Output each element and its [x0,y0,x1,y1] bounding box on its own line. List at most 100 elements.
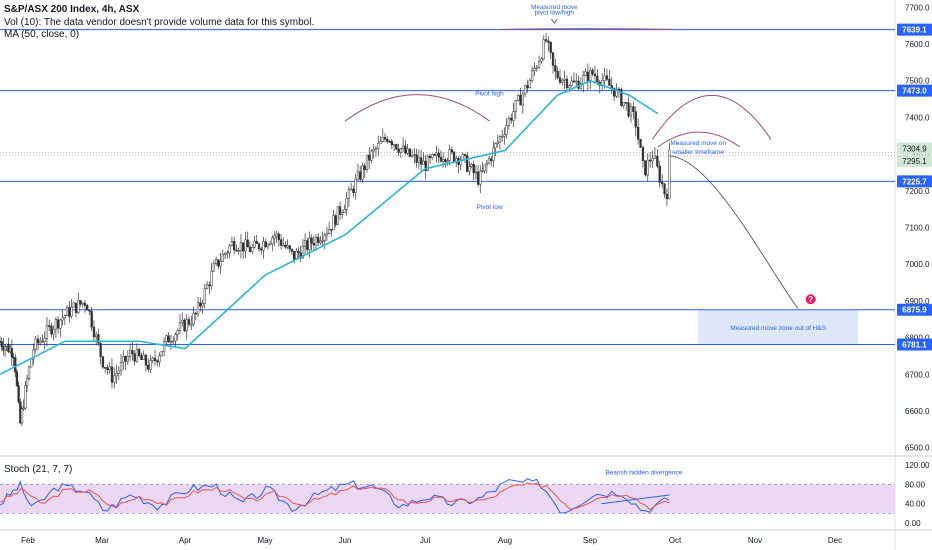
pattern-arc [344,94,490,122]
candle-body [158,355,161,363]
candle-body [257,243,261,250]
candle-body [83,302,87,306]
candle-body [277,233,281,240]
chart-annotation: smaller timeframe [672,149,724,156]
candle-body [172,340,175,343]
candle-body [533,68,536,72]
level-price-label: 7225.7 [902,177,927,186]
candle-body [627,102,630,117]
y-tick-label: 6700.0 [905,370,930,379]
candle-body [196,302,200,315]
candle-body [61,317,64,321]
candle-body [275,233,278,237]
candle-body [135,349,139,362]
candle-body [279,239,283,246]
annotation-arrow-icon [550,18,558,24]
candle-body [605,75,609,80]
candle-body [401,145,405,149]
candle-body [625,102,628,104]
current-price-tag [897,154,932,167]
candle-body [512,111,515,121]
candle-body [608,79,611,86]
stoch-y-tick-label: 80.00 [905,480,926,489]
candle-body [230,241,234,247]
stoch-y-tick-label: 0.00 [905,519,921,528]
divergence-line [601,494,670,505]
question-marker-glyph: ? [808,295,813,304]
candle-body [441,159,445,162]
candle-body [463,154,467,156]
candle-body [658,165,661,183]
stoch-y-tick-label: 40.00 [905,500,926,509]
candle-body [620,89,623,106]
candle-body [651,158,654,162]
candle-body [591,69,594,75]
y-tick-label: 6500.0 [905,444,930,453]
zone-label: Measured move zone out of H&S [730,325,826,332]
level-price-label: 6875.9 [902,306,927,315]
candle-body [500,136,504,138]
candle-body [153,357,157,361]
candle-body [579,83,583,89]
candle-body [301,245,305,259]
current-price-tag [897,142,932,155]
candle-body [271,237,274,245]
candle-body [466,155,469,172]
candle-body [214,259,218,264]
moving-average-line [0,79,659,375]
candle-body [106,367,109,371]
x-tick-label: Oct [669,536,682,545]
chart-symbol-title: S&P/ASX 200 Index, 4h, ASX [4,4,140,15]
candle-body [293,251,296,260]
candle-body [487,158,491,164]
candle-body [622,102,625,106]
candle-body [379,141,382,144]
candle-body [363,165,366,170]
candle-body [426,156,429,171]
candle-body [596,75,599,83]
candle-body [201,303,204,307]
candle-body [246,239,249,248]
candle-body [235,249,238,252]
candle-body [30,358,33,368]
candle-body [336,206,340,225]
candle-body [22,407,25,410]
candle-body [174,334,177,342]
level-price-label: 7473.0 [902,87,927,96]
candle-body [668,149,671,200]
candle-body [104,366,107,369]
candle-body [563,78,566,81]
candle-body [629,106,633,117]
candle-body [428,156,432,159]
candle-body [350,188,353,191]
candle-body [308,237,311,250]
candle-body [356,171,360,180]
candle-body [24,385,27,409]
candle-body [101,356,105,368]
candle-body [20,408,24,424]
candle-body [572,80,576,83]
candle-body [417,157,421,163]
candle-body [526,85,529,89]
y-tick-label: 7100.0 [905,224,930,233]
candle-body [56,319,60,329]
candle-body [117,370,120,374]
candle-body [395,144,398,150]
candle-body [505,125,508,135]
x-tick-label: Jun [339,536,352,545]
stoch-band [0,484,895,514]
candle-body [450,149,454,153]
candlesticks [0,32,671,427]
candle-body [119,362,123,372]
candle-body [444,159,447,163]
candle-body [435,152,438,156]
candle-body [156,360,159,363]
candle-body [481,170,484,172]
candle-body [610,85,613,89]
candle-body [113,375,116,383]
candle-body [133,353,136,362]
x-tick-label: Nov [748,536,762,545]
candle-body [345,198,348,210]
candle-body [352,188,355,193]
